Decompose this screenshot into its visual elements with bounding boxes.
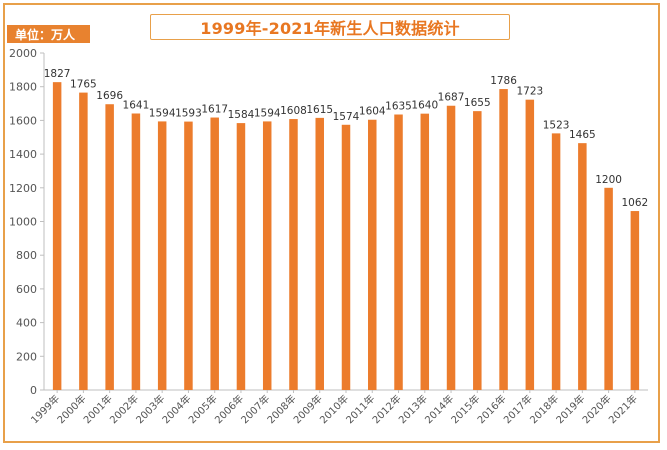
data-label: 1765 [70, 79, 97, 91]
bar [236, 123, 246, 390]
data-label: 1786 [490, 75, 517, 87]
bar [551, 133, 561, 390]
data-label: 1641 [123, 99, 150, 111]
y-tick-label: 0 [30, 384, 37, 397]
data-label: 1827 [44, 68, 71, 80]
data-label: 1465 [569, 129, 596, 141]
y-tick-label: 1800 [9, 81, 37, 94]
data-label: 1687 [438, 92, 465, 104]
data-label: 1523 [543, 119, 570, 131]
y-tick-label: 200 [16, 350, 37, 363]
data-label: 1723 [516, 86, 543, 98]
y-tick-label: 1400 [9, 148, 37, 161]
bar [157, 121, 167, 390]
bar [210, 117, 219, 391]
bar [79, 92, 88, 390]
bar [394, 114, 403, 390]
x-axis: 1999年2000年2001年2002年2003年2004年2005年2006年… [28, 389, 648, 426]
data-label: 1574 [333, 111, 360, 123]
bar [473, 111, 482, 390]
bar [499, 89, 508, 391]
bar [289, 119, 298, 390]
bar [315, 117, 324, 390]
bar [184, 121, 193, 390]
bar [604, 187, 613, 390]
y-tick-label: 1200 [9, 182, 37, 195]
data-label: 1635 [385, 101, 412, 113]
bar [578, 143, 587, 390]
y-tick-label: 400 [16, 317, 37, 330]
data-label: 1593 [175, 108, 202, 120]
bar [52, 82, 62, 390]
y-tick-label: 800 [16, 249, 37, 262]
x-tick-label: 2021年 [606, 392, 640, 426]
y-tick-label: 600 [16, 283, 37, 296]
data-label: 1062 [622, 197, 649, 209]
data-label: 1604 [359, 106, 386, 118]
data-label: 1584 [228, 109, 255, 121]
bar [525, 99, 535, 390]
bar [262, 121, 272, 390]
data-label: 1608 [280, 105, 307, 117]
data-label: 1617 [201, 104, 228, 116]
y-axis: 0 200 400 600 800 1000 1200 1400 1600 1800 2000 [9, 47, 45, 397]
unit-badge: 单位：万人 [7, 25, 90, 43]
y-tick-label: 2000 [9, 47, 37, 60]
data-label: 1594 [149, 107, 176, 119]
data-label: 1655 [464, 97, 491, 109]
bar-series [52, 82, 640, 391]
data-label: 1696 [96, 90, 123, 102]
bar [420, 113, 430, 390]
y-tick-label: 1600 [9, 114, 37, 127]
bar [341, 124, 351, 390]
y-tick-label: 1000 [9, 216, 37, 229]
data-label: 1200 [595, 174, 622, 186]
data-label: 1594 [254, 107, 281, 119]
chart-title-box: 1999年-2021年新生人口数据统计 [150, 14, 510, 40]
bar [105, 104, 114, 390]
bar [131, 113, 141, 390]
chart-title: 1999年-2021年新生人口数据统计 [200, 19, 460, 38]
data-label: 1640 [411, 100, 438, 112]
data-label: 1615 [306, 104, 333, 116]
bar [630, 211, 640, 390]
bar [446, 105, 456, 390]
bar [368, 119, 377, 390]
